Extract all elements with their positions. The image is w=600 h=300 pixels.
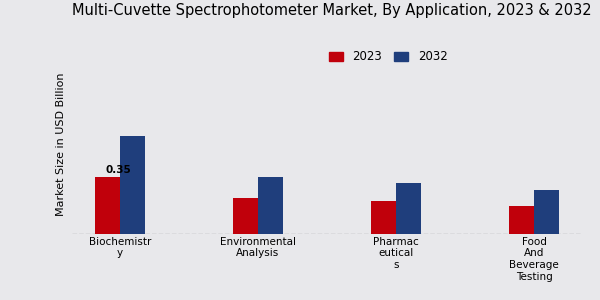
Bar	[534, 190, 559, 234]
Bar	[396, 183, 421, 234]
Legend: 2023, 2032: 2023, 2032	[324, 46, 452, 68]
Bar	[95, 177, 120, 234]
Bar	[258, 177, 283, 234]
Y-axis label: Market Size in USD Billion: Market Size in USD Billion	[56, 72, 67, 216]
Bar	[233, 198, 258, 234]
Bar	[509, 206, 534, 234]
Text: Multi-Cuvette Spectrophotometer Market, By Application, 2023 & 2032: Multi-Cuvette Spectrophotometer Market, …	[72, 3, 592, 18]
Text: 0.35: 0.35	[105, 165, 131, 175]
Bar	[371, 201, 396, 234]
Bar	[120, 136, 145, 234]
